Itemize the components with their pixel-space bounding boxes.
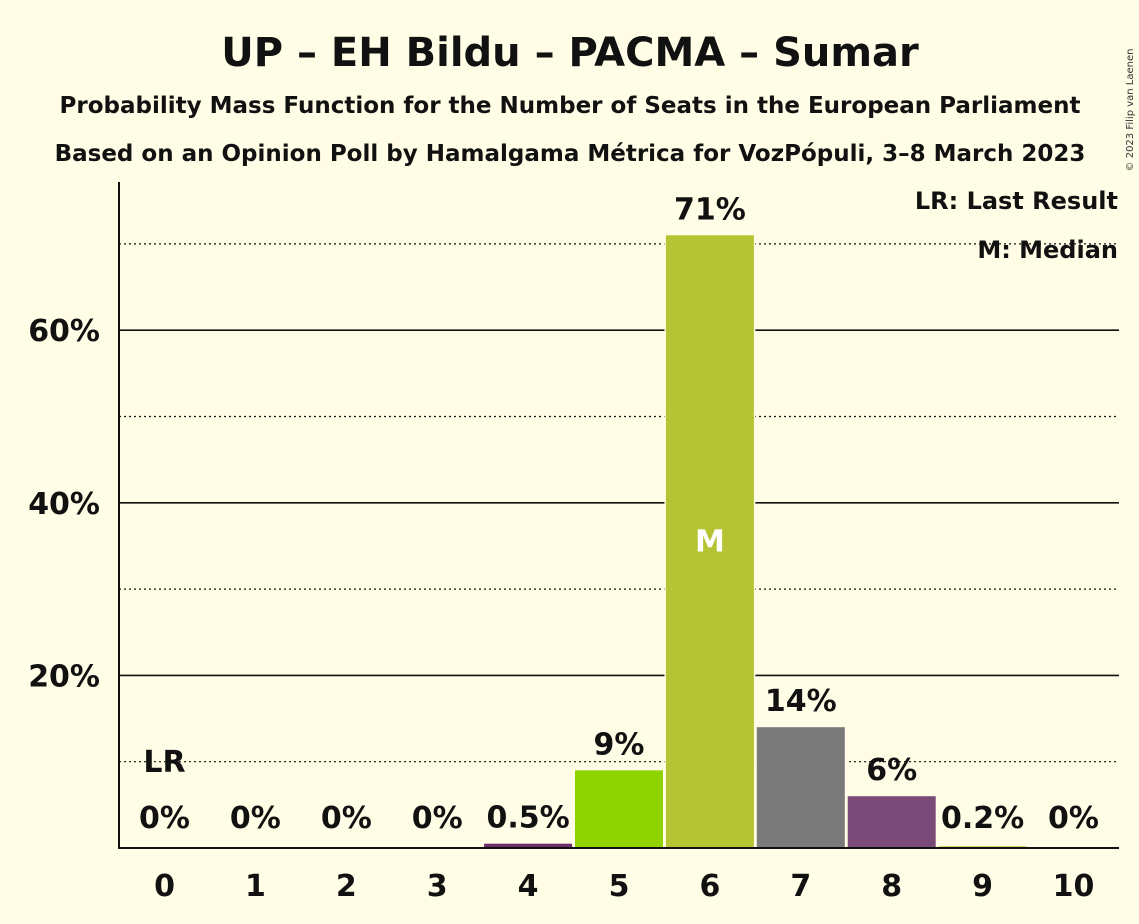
bar-seats-5 [575, 770, 663, 848]
x-tick-label: 5 [609, 869, 630, 904]
data-label: 0.5% [486, 801, 569, 836]
x-tick-label: 7 [790, 869, 811, 904]
data-label: 6% [866, 753, 917, 788]
legend-median: M: Median [977, 236, 1118, 264]
x-tick-label: 6 [699, 869, 720, 904]
x-tick-label: 3 [427, 869, 448, 904]
x-tick-label: 10 [1053, 869, 1095, 904]
gridlines [119, 243, 1119, 763]
x-tick-label: 0 [154, 869, 175, 904]
chart-subtitle-line1: Probability Mass Function for the Number… [60, 93, 1081, 119]
last-result-marker: LR [143, 745, 185, 780]
x-tick-label: 9 [972, 869, 993, 904]
chart-title: UP – EH Bildu – PACMA – Sumar [221, 30, 919, 76]
y-tick-label: 40% [28, 487, 100, 522]
data-label: 71% [674, 192, 746, 227]
median-marker: M [695, 525, 725, 560]
y-axis-tick-labels: 20% 40% 60% [28, 314, 100, 694]
data-labels: 0% 0% 0% 0% 0.5% 9% 71% 14% 6% 0.2% 0% LR M [139, 192, 1099, 836]
y-tick-label: 20% [28, 659, 100, 694]
x-tick-label: 8 [881, 869, 902, 904]
data-label: 0% [230, 801, 281, 836]
data-label: 9% [594, 727, 645, 762]
bar-seats-7 [756, 727, 845, 848]
data-label: 0% [321, 801, 372, 836]
bar-seats-6 [665, 235, 754, 848]
chart-subtitle-line2: Based on an Opinion Poll by Hamalgama Mé… [55, 141, 1086, 167]
x-tick-label: 2 [336, 869, 357, 904]
bar-seats-8 [847, 796, 936, 848]
x-tick-label: 1 [245, 869, 266, 904]
data-label: 0% [412, 801, 463, 836]
data-label: 14% [765, 684, 837, 719]
copyright-notice: © 2023 Filip van Laenen [1125, 49, 1136, 172]
data-label: 0.2% [941, 801, 1024, 836]
data-label: 0% [139, 801, 190, 836]
y-tick-label: 60% [28, 314, 100, 349]
bar-seats-4 [484, 843, 573, 848]
x-axis-tick-labels: 0 1 2 3 4 5 6 7 8 9 10 [154, 869, 1094, 904]
legend-last-result: LR: Last Result [915, 187, 1118, 215]
bars [482, 234, 1029, 848]
x-tick-label: 4 [518, 869, 539, 904]
data-label: 0% [1048, 801, 1099, 836]
